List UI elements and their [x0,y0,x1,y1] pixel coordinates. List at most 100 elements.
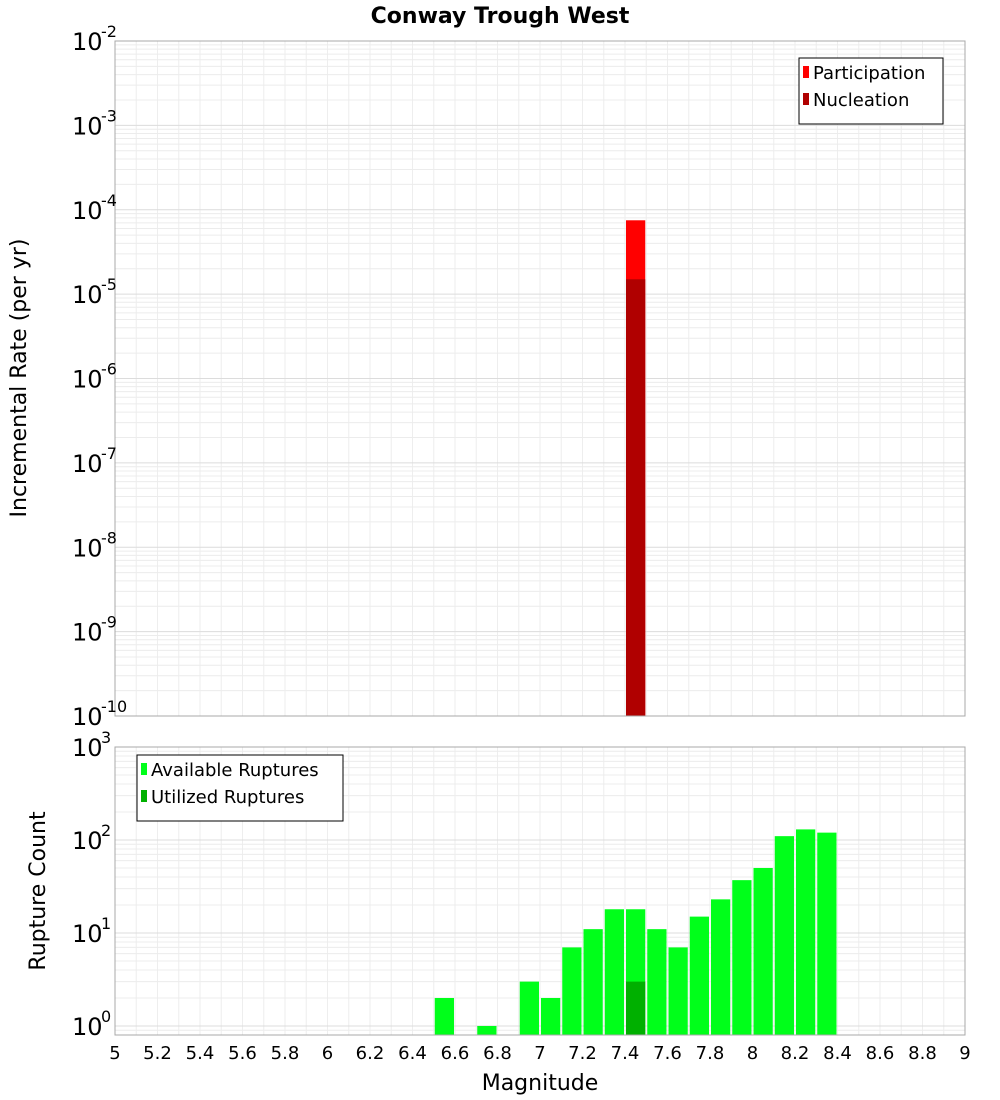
x-tick-labels: 5 5.2 5.4 5.6 5.8 6 6.2 6.4 6.6 6.8 7 7.2 7.4 7.6 7.8 8… [109,1043,970,1064]
count-bar-available-ruptures [753,867,773,1035]
legend-swatch [141,790,147,802]
rate-plot-frame [114,40,966,717]
x-tick-label: 6.8 [483,1043,512,1064]
y-tick-label: 10-10 [72,697,127,731]
y-tick-exponent: -10 [101,697,127,716]
y-tick-exponent: -7 [101,444,117,463]
count-bar-available-ruptures [541,997,561,1035]
y-tick-label: 101 [72,914,111,948]
y-tick-base: 10 [72,112,103,140]
y-tick-label: 10-6 [72,360,117,394]
legend-label: Participation [813,63,925,84]
count-bar-available-ruptures [434,997,454,1035]
y-tick-base: 10 [72,197,103,225]
y-tick-base: 10 [72,1013,103,1041]
count-bar-available-ruptures [583,929,603,1035]
y-tick-label: 10-2 [72,22,117,56]
legend-swatch [141,763,147,775]
legend-swatch [803,66,809,78]
y-tick-exponent: -6 [101,360,117,379]
legend-box [798,57,944,125]
y-tick-base: 10 [72,450,103,478]
count-bar-available-ruptures [774,836,794,1035]
rate-gridlines [115,41,965,716]
count-bar-available-ruptures [711,899,731,1035]
count-bar-available-ruptures [689,916,709,1035]
x-tick-label: 6.4 [398,1043,427,1064]
rate-y-axis-label: Incremental Rate (per yr) [7,239,32,518]
y-tick-exponent: 1 [101,914,111,933]
y-tick-exponent: 0 [101,1007,111,1026]
count-bars [434,829,837,1035]
count-bar-available-ruptures [477,1025,497,1035]
y-tick-label: 102 [72,821,111,855]
count-bar-available-ruptures [817,832,837,1035]
y-tick-label: 10-8 [72,528,117,562]
count-legend: Available Ruptures Utilized Ruptures [136,754,344,822]
rate-legend: Participation Nucleation [798,57,944,125]
y-tick-exponent: -5 [101,275,117,294]
y-tick-exponent: -2 [101,22,117,41]
x-tick-label: 5.6 [228,1043,257,1064]
y-tick-exponent: -3 [101,106,117,125]
count-bar-available-ruptures [604,909,624,1035]
count-bar-available-ruptures [668,947,688,1035]
count-bar-available-ruptures [562,947,582,1035]
x-axis-label: Magnitude [482,1071,599,1096]
x-tick-label: 8.6 [866,1043,895,1064]
count-bar-available-ruptures [519,981,539,1035]
y-tick-exponent: -8 [101,528,117,547]
y-tick-base: 10 [72,28,103,56]
x-tick-label: 8.8 [908,1043,937,1064]
y-tick-label: 10-5 [72,275,117,309]
x-tick-label: 6.6 [441,1043,470,1064]
x-tick-label: 5.4 [186,1043,215,1064]
legend-box [136,754,344,822]
x-tick-label: 5 [109,1043,120,1064]
y-tick-exponent: -9 [101,613,117,632]
x-tick-label: 9 [959,1043,970,1064]
y-tick-label: 103 [72,728,111,762]
y-tick-label: 10-7 [72,444,117,478]
count-bar-available-ruptures [647,929,667,1035]
x-tick-label: 8 [747,1043,758,1064]
legend-swatch [803,93,809,105]
y-tick-base: 10 [72,703,103,731]
x-tick-label: 7.2 [568,1043,597,1064]
y-tick-base: 10 [72,619,103,647]
y-tick-base: 10 [72,827,103,855]
y-tick-base: 10 [72,281,103,309]
chart-title: Conway Trough West [371,4,630,29]
x-tick-label: 7.4 [611,1043,640,1064]
x-tick-label: 7.6 [653,1043,682,1064]
x-tick-label: 5.8 [271,1043,300,1064]
y-tick-base: 10 [72,920,103,948]
y-tick-exponent: 3 [101,728,111,747]
y-tick-label: 10-3 [72,106,117,140]
y-tick-base: 10 [72,366,103,394]
x-tick-label: 8.2 [781,1043,810,1064]
x-tick-label: 7.8 [696,1043,725,1064]
count-bar-available-ruptures [796,829,816,1035]
y-tick-base: 10 [72,534,103,562]
x-tick-label: 6.2 [356,1043,385,1064]
x-tick-label: 6 [322,1043,333,1064]
y-tick-label: 10-4 [72,191,117,225]
x-tick-label: 5.2 [143,1043,172,1064]
x-tick-label: 8.4 [823,1043,852,1064]
count-bar-available-ruptures [732,880,752,1035]
y-tick-label: 10-9 [72,613,117,647]
legend-label: Utilized Ruptures [151,787,304,808]
rate-bar-nucleation [626,279,646,716]
count-y-axis-label: Rupture Count [26,811,51,971]
count-bar-utilized-ruptures [626,981,646,1035]
count-plot-frame [114,746,966,1036]
legend-label: Nucleation [813,90,909,111]
y-tick-exponent: -4 [101,191,117,210]
legend-label: Available Ruptures [151,760,319,781]
rate-bars [626,220,646,717]
